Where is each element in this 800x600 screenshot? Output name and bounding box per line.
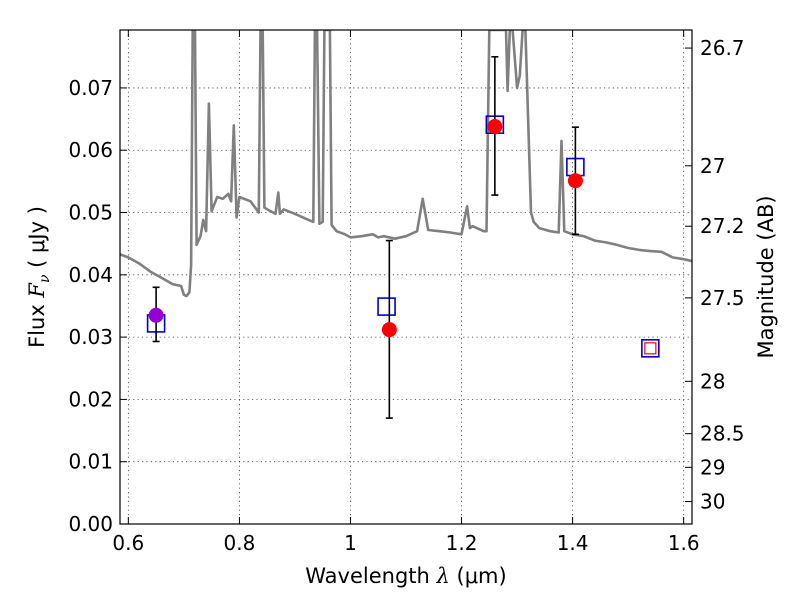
y-tick-label: 0.03 [68,325,113,349]
right-tick-label: 27 [700,154,725,178]
axis-ticks: 0.6 0.8 1 1.2 1.4 1.6 0.00 0.01 0.02 0.03 0.04 0.05… [68,30,745,555]
x-axis-title: Wavelength λ (μm) [305,564,506,588]
x-tick-label: 0.6 [112,531,144,555]
y-tick-label: 0.04 [68,263,113,287]
observed-point [487,119,503,135]
data-markers [146,55,660,419]
observed-point [148,307,164,323]
x-tick-label: 1.2 [446,531,478,555]
x-tick-label: 1.6 [668,531,700,555]
x-tick-label: 1 [344,531,357,555]
y-tick-label: 0.05 [68,201,113,225]
upper-limit-square [644,342,657,355]
model-band-square [641,339,660,358]
x-tick-label: 1.4 [557,531,589,555]
right-tick-label: 28.5 [700,422,745,446]
right-tick-label: 29 [700,455,725,479]
model-band-square [377,297,396,316]
right-tick-label: 27.5 [700,286,745,310]
y-tick-label: 0.02 [68,387,113,411]
right-tick-label: 26.7 [700,36,745,60]
right-tick-label: 30 [700,490,725,514]
right-tick-label: 28 [700,369,725,393]
y-tick-label: 0.07 [68,76,113,100]
y-tick-label: 0.00 [68,512,113,536]
model-spectrum-line [120,30,692,298]
plot-frame [119,29,693,525]
right-axis-title: Magnitude (AB) [754,195,778,358]
plot-area [120,30,692,298]
x-tick-label: 0.8 [223,531,255,555]
observed-point [381,322,397,338]
right-tick-label: 27.2 [700,214,745,238]
y-axis-title: Flux Fν ( μJy ) [25,206,53,348]
y-tick-label: 0.06 [68,138,113,162]
y-tick-label: 0.01 [68,450,113,474]
observed-point [567,173,583,189]
